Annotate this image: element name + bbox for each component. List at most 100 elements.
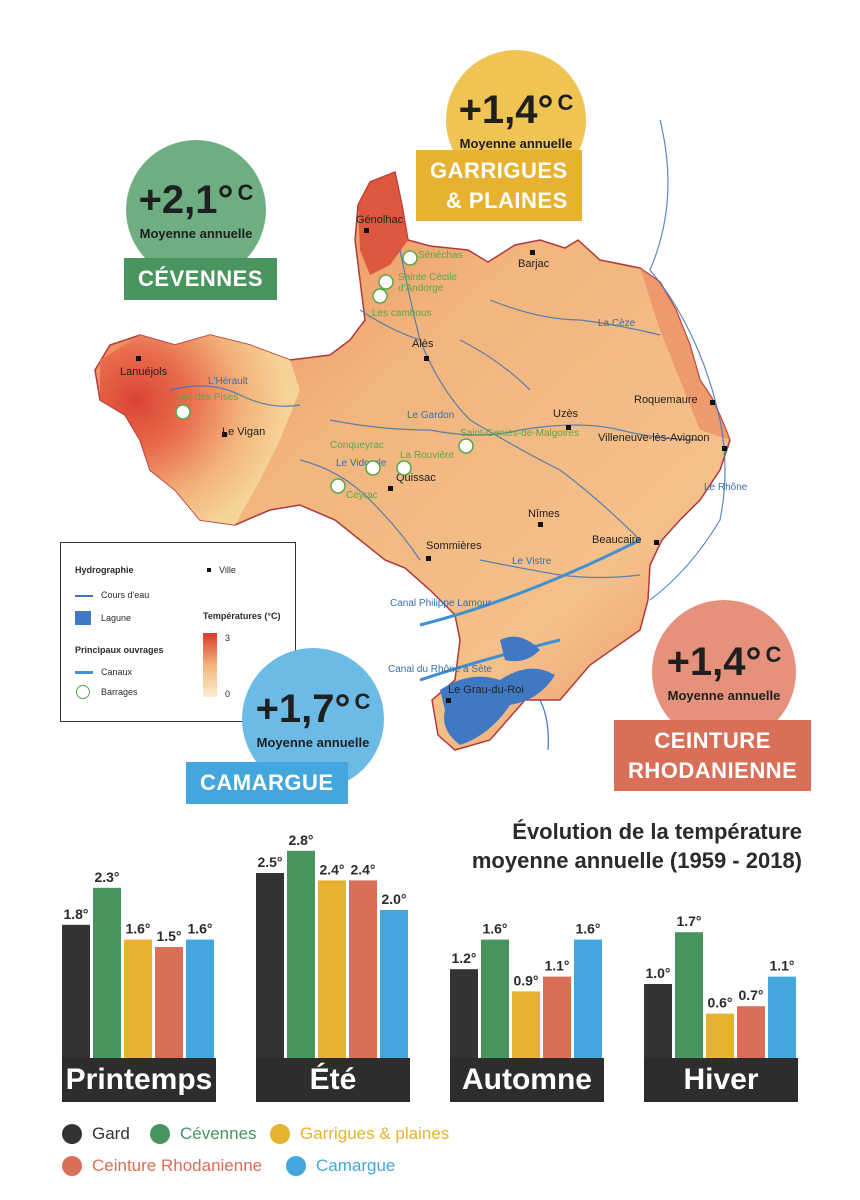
town-label: Nîmes xyxy=(528,508,560,520)
cevennes-subtitle: Moyenne annuelle xyxy=(139,225,253,241)
bar-été-2 xyxy=(318,880,346,1058)
legend-cours-eau: Cours d'eau xyxy=(101,590,150,600)
garrigues-subtitle: Moyenne annuelle xyxy=(459,135,573,151)
town-label: Le Grau-du-Roi xyxy=(448,684,524,696)
season-label: Hiver xyxy=(644,1058,798,1102)
bar-hiver-4 xyxy=(768,976,796,1058)
garrigues-tag-line1: GARRIGUES xyxy=(430,158,568,183)
legend-river-line xyxy=(75,595,93,597)
cevennes-tag: CÉVENNES xyxy=(124,258,278,300)
bar-printemps-1 xyxy=(93,887,121,1058)
dam-label: Conqueyrac xyxy=(330,440,384,451)
dam-icon xyxy=(365,460,381,476)
legend-camargue: Camargue xyxy=(286,1156,395,1176)
town-marker xyxy=(538,522,543,527)
bar-value-label: 0.9° xyxy=(513,972,538,988)
legend-swatch xyxy=(62,1124,82,1144)
town-label: Barjac xyxy=(518,258,550,270)
dam-label: Ceyrac xyxy=(346,490,378,501)
legend-ville: Ville xyxy=(219,565,236,575)
bar-chart: 1.8° 2.3° 1.6° 1.5° 1.6° 2.5° 2.8° 2.4° 2.4° 2.0°… xyxy=(62,832,796,1058)
dam-label: Lac des Pises xyxy=(176,392,239,403)
bar-value-label: 2.0° xyxy=(381,891,406,907)
bar-automne-2 xyxy=(512,991,540,1058)
town-label: Sommières xyxy=(426,540,482,552)
rhodanienne-subtitle: Moyenne annuelle xyxy=(667,687,781,703)
legend-rhodanienne: Ceinture Rhodanienne xyxy=(62,1156,262,1176)
legend-temp-scale xyxy=(203,633,217,697)
bar-hiver-3 xyxy=(737,1006,765,1058)
season-label: Été xyxy=(256,1058,410,1102)
bar-value-label: 2.4° xyxy=(319,861,344,877)
bar-value-label: 2.4° xyxy=(350,861,375,877)
town-marker xyxy=(222,432,227,437)
legend-temp-max: 3 xyxy=(225,633,231,643)
legend-swatch xyxy=(270,1124,290,1144)
town-marker xyxy=(566,425,571,430)
bar-printemps-4 xyxy=(186,939,214,1058)
bar-automne-1 xyxy=(481,939,509,1058)
dam-icon xyxy=(378,274,394,290)
town-marker xyxy=(530,250,535,255)
town-marker xyxy=(364,228,369,233)
river-label: La Cèze xyxy=(598,318,636,329)
cevennes-bubble: +2,1° C Moyenne annuelle xyxy=(126,140,266,280)
river-label: Le Vistre xyxy=(512,556,552,567)
dam-icon xyxy=(402,250,418,266)
town-marker xyxy=(426,556,431,561)
legend-temp-title: Températures (°C) xyxy=(203,611,281,621)
rhodanienne-tag-line1: CEINTURE xyxy=(654,728,771,753)
garrigues-tag: GARRIGUES & PLAINES xyxy=(416,150,582,222)
cevennes-temp: +2,1° C xyxy=(138,177,254,222)
rhodanienne-tag: CEINTURE RHODANIENNE xyxy=(614,720,812,792)
dam-icon xyxy=(175,404,191,420)
garrigues-tag-line2: & PLAINES xyxy=(445,187,568,213)
town-marker xyxy=(722,446,727,451)
legend-hydro-title: Hydrographie xyxy=(75,565,134,575)
legend-temp-min: 0 xyxy=(225,689,231,699)
chart-title-line2: moyenne annuelle (1959 - 2018) xyxy=(471,847,802,873)
legend-label: Camargue xyxy=(316,1156,396,1175)
town-marker xyxy=(424,356,429,361)
legend-label: Cévennes xyxy=(180,1124,257,1143)
legend-canaux: Canaux xyxy=(101,667,133,677)
bar-hiver-2 xyxy=(706,1013,734,1058)
river-label: Le Vidourle xyxy=(336,458,387,469)
bar-automne-0 xyxy=(450,969,478,1058)
garrigues-temp: +1,4° C xyxy=(458,87,574,132)
legend-gard: Gard xyxy=(62,1124,130,1144)
bar-value-label: 0.6° xyxy=(707,995,732,1011)
bar-été-0 xyxy=(256,873,284,1058)
bar-automne-3 xyxy=(543,976,571,1058)
bar-value-label: 2.3° xyxy=(94,869,119,885)
bar-value-label: 1.6° xyxy=(125,921,150,937)
bar-value-label: 1.6° xyxy=(575,921,600,937)
legend-label: Ceinture Rhodanienne xyxy=(92,1156,263,1175)
bar-été-4 xyxy=(380,910,408,1058)
dam-markers xyxy=(175,250,474,494)
dam-icon xyxy=(372,288,388,304)
town-label: Roquemaure xyxy=(634,394,698,406)
legend-swatch xyxy=(62,1156,82,1176)
bar-hiver-1 xyxy=(675,932,703,1058)
town-label: Génolhac xyxy=(356,214,404,226)
bar-value-label: 1.1° xyxy=(544,958,569,974)
bar-value-label: 1.2° xyxy=(451,950,476,966)
legend-label: Gard xyxy=(92,1124,130,1143)
bar-value-label: 1.6° xyxy=(482,921,507,937)
bar-value-label: 2.5° xyxy=(257,854,282,870)
town-label: Beaucaire xyxy=(592,534,642,546)
legend-lagune-swatch xyxy=(75,611,91,625)
legend-canal-line xyxy=(75,671,93,674)
river-label: Canal du Rhône à Sète xyxy=(388,664,492,675)
dam-icon xyxy=(396,460,412,476)
dam-label: La Rouvière xyxy=(400,450,454,461)
dam-icon xyxy=(330,478,346,494)
bar-été-1 xyxy=(287,850,315,1058)
chart-title-line1: Évolution de la température xyxy=(512,819,802,844)
bar-automne-4 xyxy=(574,939,602,1058)
bar-value-label: 1.0° xyxy=(645,965,670,981)
dam-icon xyxy=(76,685,90,699)
bar-value-label: 1.8° xyxy=(63,906,88,922)
bar-printemps-0 xyxy=(62,924,90,1058)
